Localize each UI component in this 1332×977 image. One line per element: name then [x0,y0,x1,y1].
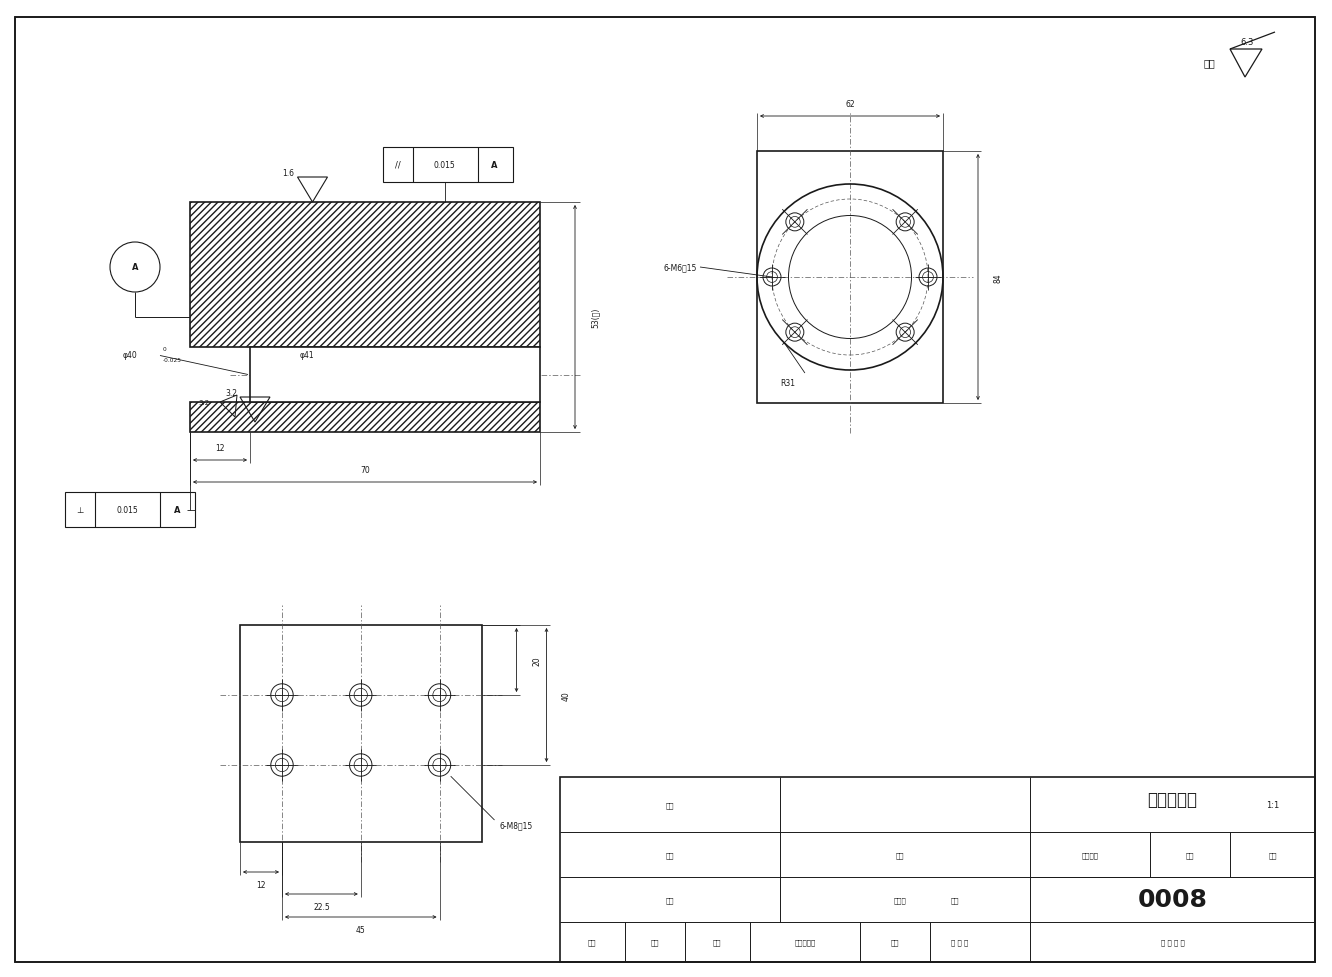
Text: 丝杆螺母座: 丝杆螺母座 [1147,790,1197,808]
Bar [559,778,1315,962]
Text: 共 张 第 张: 共 张 第 张 [1160,939,1184,946]
Text: 0.015: 0.015 [116,505,139,515]
Text: 工艺: 工艺 [666,801,674,808]
Text: 3.2: 3.2 [225,389,237,398]
Text: φ41: φ41 [300,351,314,361]
Text: 签名: 签名 [951,896,959,903]
Text: ⊥: ⊥ [76,505,84,515]
Text: 45: 45 [356,925,365,935]
Text: //: // [394,161,401,170]
Text: 标准化: 标准化 [894,896,906,903]
Text: 签名: 签名 [891,939,899,946]
Text: 12: 12 [256,880,266,890]
Text: A: A [173,505,180,515]
Text: 12: 12 [216,444,225,453]
Text: 3.2: 3.2 [198,400,210,405]
Text: 0008: 0008 [1138,887,1207,912]
Text: A: A [132,263,139,273]
Text: 62: 62 [846,101,855,109]
Text: 分区: 分区 [713,939,721,946]
Text: 更改文件号: 更改文件号 [794,939,815,946]
Bar [190,403,539,433]
Text: 53(参): 53(参) [590,308,599,328]
Text: 年 月 日: 年 月 日 [951,939,968,946]
Text: 比例: 比例 [1268,851,1277,858]
Text: A: A [492,161,498,170]
Text: R31: R31 [781,379,795,388]
Text: 审核: 审核 [666,851,674,858]
Text: 0: 0 [163,347,166,352]
Bar [250,348,539,403]
Text: 84: 84 [994,273,1003,282]
Bar [240,625,481,842]
Text: 6.3: 6.3 [1240,38,1253,48]
Bar [190,203,539,348]
Text: φ40: φ40 [123,351,137,360]
Text: 阶段标记: 阶段标记 [1082,851,1099,858]
Text: 22.5: 22.5 [313,903,330,912]
Text: 40: 40 [562,691,571,701]
Bar [757,151,943,404]
Text: 处数: 处数 [651,939,659,946]
Text: 6-M8深15: 6-M8深15 [500,821,533,829]
Bar [382,148,513,183]
Text: 0.015: 0.015 [434,161,456,170]
Text: 6-M6深15: 6-M6深15 [663,263,697,273]
Text: 1:1: 1:1 [1265,800,1279,809]
Text: 1.6: 1.6 [282,169,294,178]
Text: 批准: 批准 [895,851,904,858]
Text: -0.025: -0.025 [163,359,182,363]
Text: 70: 70 [360,466,370,475]
Bar [65,492,194,528]
Text: 重量: 重量 [1185,851,1195,858]
Text: 20: 20 [531,656,541,665]
Text: 设计: 设计 [666,896,674,903]
Text: 标记: 标记 [587,939,597,946]
Text: 其余: 其余 [1203,58,1215,68]
